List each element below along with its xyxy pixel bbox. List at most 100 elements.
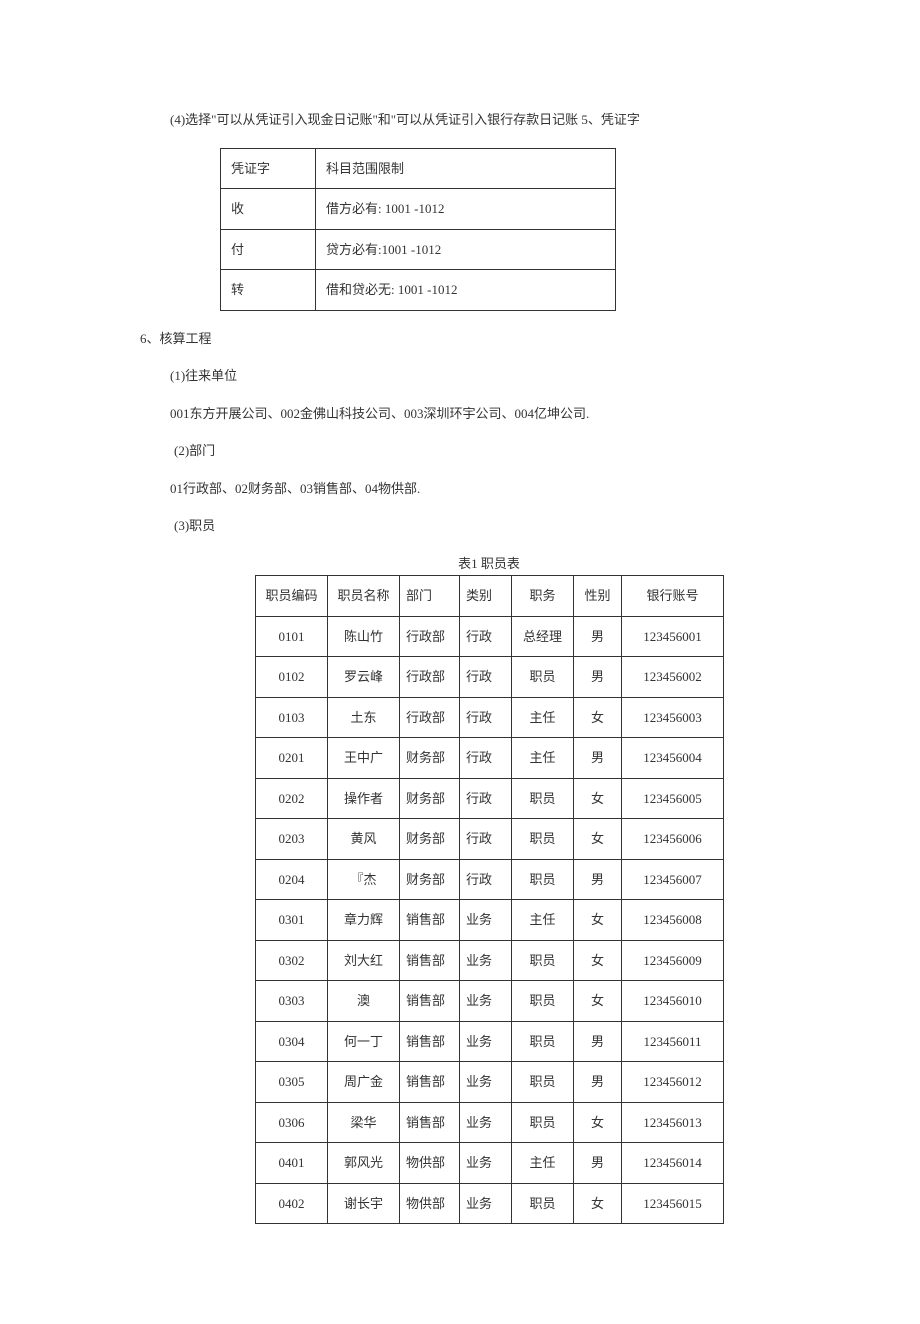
emp-cell: 销售部 xyxy=(400,1062,460,1103)
voucher-cell: 借方必有: 1001 -1012 xyxy=(316,189,616,230)
emp-cell: 123456013 xyxy=(622,1102,724,1143)
emp-cell: 123456001 xyxy=(622,616,724,657)
emp-cell: 职员 xyxy=(512,819,574,860)
emp-header-cell: 类别 xyxy=(460,576,512,617)
voucher-cell: 转 xyxy=(221,270,316,311)
emp-cell: 男 xyxy=(574,738,622,779)
emp-cell: 男 xyxy=(574,616,622,657)
emp-cell: 操作者 xyxy=(328,778,400,819)
emp-cell: 0103 xyxy=(256,697,328,738)
p2-label: (2)部门 xyxy=(140,441,780,461)
emp-cell: 职员 xyxy=(512,981,574,1022)
emp-cell: 0402 xyxy=(256,1183,328,1224)
emp-cell: 女 xyxy=(574,940,622,981)
emp-cell: 职员 xyxy=(512,1102,574,1143)
table-row: 0303澳销售部业务职员女123456010 xyxy=(256,981,724,1022)
voucher-cell: 收 xyxy=(221,189,316,230)
table-row: 0402谢长宇物供部业务职员女123456015 xyxy=(256,1183,724,1224)
emp-cell: 王中广 xyxy=(328,738,400,779)
voucher-cell: 贷方必有:1001 -1012 xyxy=(316,229,616,270)
emp-cell: 职员 xyxy=(512,940,574,981)
table-row: 0306梁华销售部业务职员女123456013 xyxy=(256,1102,724,1143)
emp-header-cell: 性别 xyxy=(574,576,622,617)
emp-cell: 业务 xyxy=(460,900,512,941)
emp-cell: 财务部 xyxy=(400,738,460,779)
emp-cell: 刘大红 xyxy=(328,940,400,981)
emp-cell: 职员 xyxy=(512,1021,574,1062)
emp-cell: 女 xyxy=(574,900,622,941)
table-row: 0304何一丁销售部业务职员男123456011 xyxy=(256,1021,724,1062)
table-row: 0401郭风光物供部业务主任男123456014 xyxy=(256,1143,724,1184)
table-row: 0202操作者财务部行政职员女123456005 xyxy=(256,778,724,819)
emp-cell: 主任 xyxy=(512,738,574,779)
emp-cell: 澳 xyxy=(328,981,400,1022)
emp-cell: 业务 xyxy=(460,1021,512,1062)
emp-cell: 职员 xyxy=(512,657,574,698)
emp-cell: 财务部 xyxy=(400,778,460,819)
emp-cell: 女 xyxy=(574,1102,622,1143)
emp-cell: 行政 xyxy=(460,616,512,657)
emp-cell: 主任 xyxy=(512,900,574,941)
emp-cell: 0203 xyxy=(256,819,328,860)
emp-cell: 销售部 xyxy=(400,940,460,981)
emp-cell: 女 xyxy=(574,1183,622,1224)
emp-cell: 123456012 xyxy=(622,1062,724,1103)
table-row: 0302刘大红销售部业务职员女123456009 xyxy=(256,940,724,981)
emp-cell: 123456015 xyxy=(622,1183,724,1224)
emp-header-cell: 职务 xyxy=(512,576,574,617)
p2-content: 01行政部、02财务部、03销售部、04物供部. xyxy=(140,479,780,499)
emp-cell: 行政 xyxy=(460,819,512,860)
section-6-title: 6、核算工程 xyxy=(140,329,780,349)
voucher-table: 凭证字科目范围限制收借方必有: 1001 -1012付贷方必有:1001 -10… xyxy=(220,148,616,311)
p3-label: (3)职员 xyxy=(140,516,780,536)
emp-cell: 男 xyxy=(574,1062,622,1103)
emp-cell: 谢长宇 xyxy=(328,1183,400,1224)
emp-cell: 业务 xyxy=(460,1183,512,1224)
emp-cell: 女 xyxy=(574,981,622,1022)
table-row: 0101陈山竹行政部行政总经理男123456001 xyxy=(256,616,724,657)
emp-header-cell: 职员名称 xyxy=(328,576,400,617)
emp-cell: 0204 xyxy=(256,859,328,900)
emp-cell: 物供部 xyxy=(400,1143,460,1184)
emp-cell: 职员 xyxy=(512,1183,574,1224)
emp-cell: 主任 xyxy=(512,1143,574,1184)
emp-cell: 男 xyxy=(574,859,622,900)
emp-cell: 0101 xyxy=(256,616,328,657)
emp-header-cell: 部门 xyxy=(400,576,460,617)
emp-cell: 业务 xyxy=(460,940,512,981)
emp-cell: 业务 xyxy=(460,981,512,1022)
emp-cell: 123456011 xyxy=(622,1021,724,1062)
voucher-header-cell: 科目范围限制 xyxy=(316,148,616,189)
emp-cell: 女 xyxy=(574,819,622,860)
emp-cell: 0202 xyxy=(256,778,328,819)
emp-cell: 123456005 xyxy=(622,778,724,819)
emp-cell: 0302 xyxy=(256,940,328,981)
emp-table-caption: 表1 职员表 xyxy=(255,554,723,574)
emp-cell: 土东 xyxy=(328,697,400,738)
paragraph-4: (4)选择"可以从凭证引入现金日记账"和"可以从凭证引入银行存款日记账 5、凭证… xyxy=(140,110,780,130)
emp-cell: 行政部 xyxy=(400,697,460,738)
emp-cell: 销售部 xyxy=(400,981,460,1022)
emp-cell: 何一丁 xyxy=(328,1021,400,1062)
emp-cell: 女 xyxy=(574,778,622,819)
emp-cell: 物供部 xyxy=(400,1183,460,1224)
voucher-header-cell: 凭证字 xyxy=(221,148,316,189)
table-row: 0301章力辉销售部业务主任女123456008 xyxy=(256,900,724,941)
employee-table: 职员编码职员名称部门类别职务性别银行账号 0101陈山竹行政部行政总经理男123… xyxy=(255,575,724,1224)
emp-cell: 销售部 xyxy=(400,1021,460,1062)
emp-cell: 123456007 xyxy=(622,859,724,900)
emp-cell: 行政 xyxy=(460,859,512,900)
voucher-cell: 付 xyxy=(221,229,316,270)
emp-cell: 0303 xyxy=(256,981,328,1022)
voucher-cell: 借和贷必无: 1001 -1012 xyxy=(316,270,616,311)
table-row: 0201王中广财务部行政主任男123456004 xyxy=(256,738,724,779)
emp-cell: 业务 xyxy=(460,1102,512,1143)
emp-cell: 123456004 xyxy=(622,738,724,779)
emp-cell: 0305 xyxy=(256,1062,328,1103)
emp-cell: 财务部 xyxy=(400,819,460,860)
emp-cell: 销售部 xyxy=(400,900,460,941)
emp-cell: 财务部 xyxy=(400,859,460,900)
emp-cell: 123456008 xyxy=(622,900,724,941)
emp-cell: 行政 xyxy=(460,738,512,779)
table-row: 0204『杰财务部行政职员男123456007 xyxy=(256,859,724,900)
